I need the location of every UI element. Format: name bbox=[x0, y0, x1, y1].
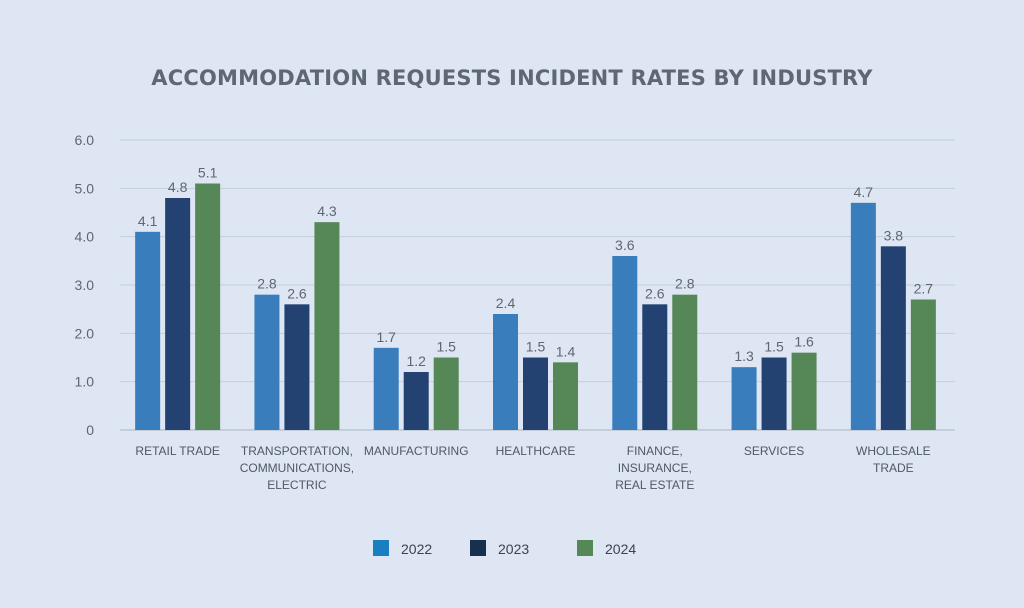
legend-label-2023: 2023 bbox=[498, 541, 529, 557]
data-labels: 4.1 4.8 5.1 2.8 2.6 4.3 1.7 1.2 1.5 2.4 1.5 1.4 3.6 2… bbox=[138, 165, 933, 370]
legend-label-2022: 2022 bbox=[401, 541, 432, 557]
data-label: 2.6 bbox=[287, 285, 307, 301]
bar-2024 bbox=[314, 222, 340, 430]
chart-title: ACCOMMODATION REQUESTS INCIDENT RATES BY… bbox=[151, 66, 873, 90]
y-tick-label: 6.0 bbox=[75, 132, 95, 148]
category-label: HEALTHCARE bbox=[496, 444, 576, 458]
data-label: 4.8 bbox=[168, 179, 188, 195]
bar-2023 bbox=[403, 372, 429, 430]
data-label: 4.7 bbox=[854, 184, 874, 200]
category-label: WHOLESALE TRADE bbox=[856, 444, 931, 475]
y-axis-ticks: 0 1.0 2.0 3.0 4.0 5.0 6.0 bbox=[75, 132, 95, 438]
legend: 2022 2023 2024 bbox=[373, 540, 636, 557]
data-label: 1.2 bbox=[406, 353, 426, 369]
data-label: 1.3 bbox=[734, 348, 754, 364]
legend-label-2024: 2024 bbox=[605, 541, 636, 557]
data-label: 2.6 bbox=[645, 285, 665, 301]
bar-2024 bbox=[195, 183, 221, 430]
data-label: 1.7 bbox=[376, 329, 396, 345]
data-label: 2.7 bbox=[914, 281, 934, 297]
category-label: TRANSPORTATION, COMMUNICATIONS, ELECTRIC bbox=[240, 444, 354, 492]
category-label: MANUFACTURING bbox=[364, 444, 469, 458]
category-label: RETAIL TRADE bbox=[135, 444, 219, 458]
bar-2023 bbox=[761, 357, 787, 430]
data-label: 1.5 bbox=[526, 339, 546, 355]
data-label: 1.6 bbox=[794, 334, 814, 350]
data-label: 5.1 bbox=[198, 165, 218, 181]
data-label: 1.5 bbox=[764, 339, 784, 355]
category-label: FINANCE, INSURANCE, REAL ESTATE bbox=[615, 444, 694, 492]
y-tick-label: 2.0 bbox=[75, 325, 95, 341]
data-label: 3.6 bbox=[615, 237, 635, 253]
y-tick-label: 5.0 bbox=[75, 180, 95, 196]
bar-2023 bbox=[165, 198, 191, 430]
data-label: 1.5 bbox=[436, 339, 456, 355]
data-label: 2.8 bbox=[257, 276, 277, 292]
data-label: 1.4 bbox=[556, 343, 576, 359]
legend-swatch-2022 bbox=[373, 540, 389, 556]
bar-2024 bbox=[553, 362, 578, 430]
data-label: 4.1 bbox=[138, 213, 158, 229]
bar-2024 bbox=[672, 294, 698, 430]
bar-2022 bbox=[850, 202, 876, 430]
category-label: SERVICES bbox=[744, 444, 804, 458]
bar-2023 bbox=[284, 304, 310, 430]
y-tick-label: 0 bbox=[86, 422, 94, 438]
data-label: 4.3 bbox=[317, 203, 337, 219]
legend-swatch-2024 bbox=[577, 540, 593, 556]
bar-2023 bbox=[523, 357, 548, 430]
bar-2023 bbox=[642, 304, 668, 430]
bars bbox=[135, 183, 936, 430]
y-tick-label: 4.0 bbox=[75, 229, 95, 245]
bar-2022 bbox=[612, 256, 638, 430]
legend-swatch-2023 bbox=[470, 540, 486, 556]
data-label: 2.8 bbox=[675, 276, 695, 292]
bar-2022 bbox=[135, 231, 161, 430]
x-axis-categories: RETAIL TRADE TRANSPORTATION, COMMUNICATION… bbox=[135, 444, 930, 492]
bar-2022 bbox=[493, 314, 518, 430]
bar-2024 bbox=[433, 357, 459, 430]
bar-2024 bbox=[910, 299, 936, 430]
bar-2024 bbox=[791, 352, 817, 430]
data-label: 3.8 bbox=[884, 227, 904, 243]
y-tick-label: 3.0 bbox=[75, 277, 95, 293]
data-label: 2.4 bbox=[496, 295, 516, 311]
bar-2022 bbox=[373, 347, 399, 430]
bar-2023 bbox=[880, 246, 906, 430]
bar-2022 bbox=[254, 294, 280, 430]
bar-2022 bbox=[731, 367, 757, 430]
y-tick-label: 1.0 bbox=[75, 374, 95, 390]
